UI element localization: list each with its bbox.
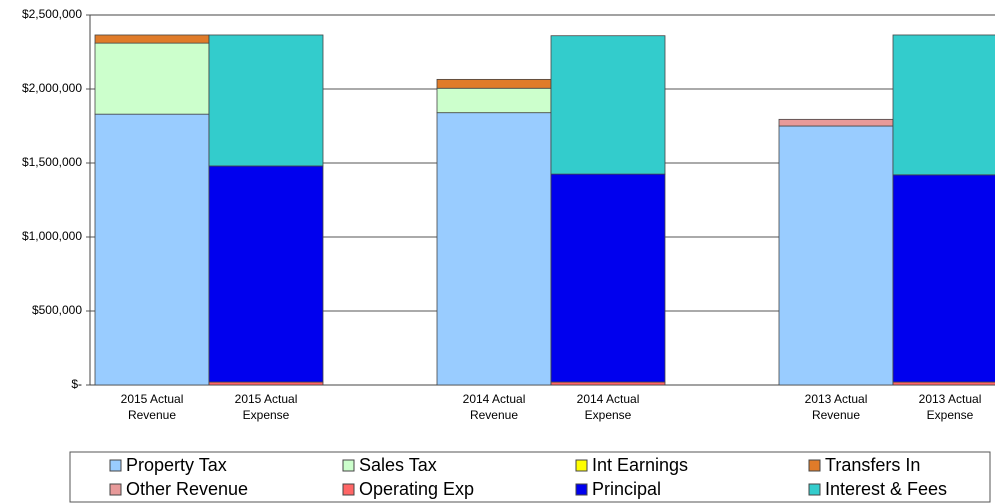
legend-swatch xyxy=(575,483,588,496)
x-tick-label: 2014 Actual Expense xyxy=(577,392,640,422)
bar-segment xyxy=(94,34,210,44)
x-tick-label: 2013 Actual Expense xyxy=(919,392,982,422)
legend-label: Other Revenue xyxy=(126,479,248,499)
bar-segment xyxy=(550,35,666,175)
bar-segment xyxy=(550,381,666,386)
bar-segment xyxy=(892,34,995,176)
bar-segment xyxy=(892,381,995,386)
legend-swatch xyxy=(109,483,122,496)
legend-swatch xyxy=(342,483,355,496)
bar-segment xyxy=(208,381,324,386)
legend-label: Operating Exp xyxy=(359,479,474,499)
y-tick-label: $2,000,000 xyxy=(22,81,82,95)
y-tick-label: $500,000 xyxy=(32,303,82,317)
bar-segment xyxy=(436,112,552,386)
legend-box xyxy=(69,451,991,503)
bar-segment xyxy=(778,125,894,386)
y-tick-label: $2,500,000 xyxy=(22,7,82,21)
y-tick-label: $1,000,000 xyxy=(22,229,82,243)
y-tick-label: $- xyxy=(71,377,82,391)
legend-label: Int Earnings xyxy=(592,455,688,475)
bar-segment xyxy=(550,173,666,383)
x-tick-label: 2015 Actual Expense xyxy=(235,392,298,422)
legend-swatch xyxy=(109,459,122,472)
x-tick-label: 2014 Actual Revenue xyxy=(463,392,526,422)
bar-segment xyxy=(436,78,552,89)
bar-segment xyxy=(208,34,324,167)
legend-swatch xyxy=(808,459,821,472)
bar-segment xyxy=(778,118,894,127)
legend-swatch xyxy=(575,459,588,472)
legend-swatch xyxy=(808,483,821,496)
bar-segment xyxy=(208,165,324,383)
legend-swatch xyxy=(342,459,355,472)
legend-label: Principal xyxy=(592,479,661,499)
legend-label: Property Tax xyxy=(126,455,227,475)
x-tick-label: 2013 Actual Revenue xyxy=(805,392,868,422)
y-tick-label: $1,500,000 xyxy=(22,155,82,169)
legend-label: Sales Tax xyxy=(359,455,437,475)
bar-segment xyxy=(94,42,210,115)
legend-label: Interest & Fees xyxy=(825,479,947,499)
x-tick-label: 2015 Actual Revenue xyxy=(121,392,184,422)
bar-segment xyxy=(892,174,995,383)
bar-segment xyxy=(94,113,210,386)
legend-label: Transfers In xyxy=(825,455,920,475)
bar-segment xyxy=(436,87,552,114)
